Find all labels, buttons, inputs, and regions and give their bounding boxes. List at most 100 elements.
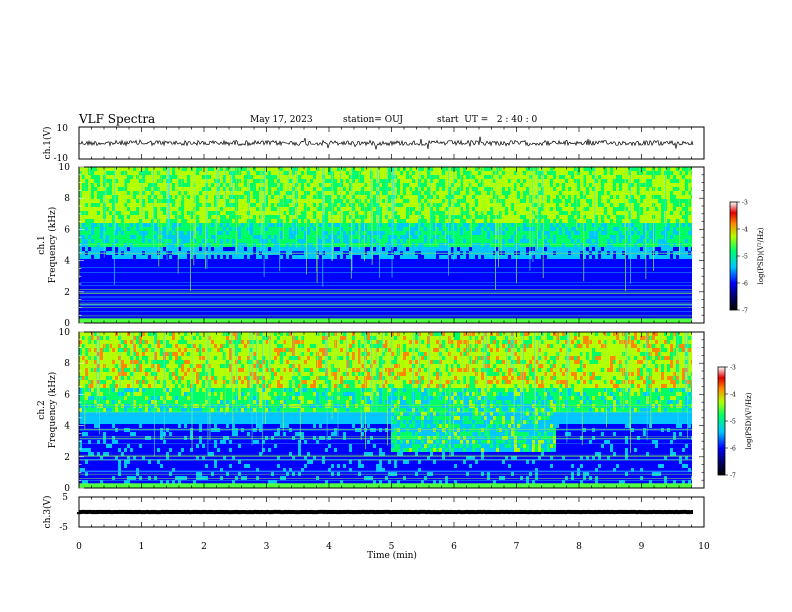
spectrogram-cell <box>196 275 199 279</box>
spectrogram-cell <box>112 187 115 191</box>
spectrogram-cell <box>229 279 232 283</box>
spectrogram-cell <box>142 199 145 203</box>
spectrogram-cell <box>211 307 214 311</box>
spectrogram-cell <box>184 295 187 299</box>
spectrogram-cell <box>166 167 169 171</box>
spectrogram-cell <box>139 167 142 171</box>
spectrogram-cell <box>379 295 382 299</box>
spectrogram-cell <box>169 167 172 171</box>
spectrogram-cell <box>205 195 208 199</box>
spectrogram-cell <box>130 259 133 263</box>
spectrogram-cell <box>196 187 199 191</box>
spectrogram-cell <box>436 215 439 219</box>
spectrogram-cell <box>127 295 130 299</box>
spectrogram-cell <box>106 255 109 259</box>
spectrogram-cell <box>190 183 193 187</box>
spectrogram-cell <box>424 307 427 311</box>
spectrogram-cell <box>388 183 391 187</box>
spectrogram-cell <box>442 295 445 299</box>
spectrogram-cell <box>367 183 370 187</box>
spectrogram-cell <box>307 271 310 275</box>
spectrogram-cell <box>406 283 409 287</box>
spectrogram-cell <box>103 295 106 299</box>
spectrogram-cell <box>223 179 226 183</box>
spectrogram-cell <box>406 259 409 263</box>
spectrogram-cell <box>346 219 349 223</box>
spectrogram-cell <box>283 271 286 275</box>
spectrogram-cell <box>388 307 391 311</box>
spectrogram-cell <box>187 227 190 231</box>
spectrogram-cell <box>142 175 145 179</box>
spectrogram-cell <box>196 167 199 171</box>
spectrogram-cell <box>214 227 217 231</box>
spectrogram-cell <box>388 259 391 263</box>
spectrogram-cell <box>379 235 382 239</box>
spectrogram-cell <box>172 227 175 231</box>
spectrogram-cell <box>295 247 298 251</box>
spectrogram-cell <box>163 303 166 307</box>
spectrogram-cell <box>199 179 202 183</box>
spectrogram-cell <box>382 275 385 279</box>
spectrogram-cell <box>298 183 301 187</box>
spectrogram-cell <box>280 259 283 263</box>
spectrogram-cell <box>430 239 433 243</box>
spectrogram-cell <box>115 183 118 187</box>
spectrogram-cell <box>328 263 331 267</box>
spectrogram-cell <box>406 187 409 191</box>
spectrogram-cell <box>166 247 169 251</box>
spectrogram-cell <box>307 259 310 263</box>
spectrogram-cell <box>343 215 346 219</box>
spectrogram-cell <box>388 195 391 199</box>
spectrogram-cell <box>262 315 265 319</box>
spectrogram-cell <box>364 271 367 275</box>
spectrogram-cell <box>112 275 115 279</box>
spectrogram-cell <box>322 191 325 195</box>
spectrogram-cell <box>115 179 118 183</box>
spectrogram-cell <box>259 263 262 267</box>
spectrogram-cell <box>343 303 346 307</box>
spectrogram-cell <box>448 219 451 223</box>
spectrogram-cell <box>145 303 148 307</box>
spectrogram-cell <box>460 171 463 175</box>
spectrogram-cell <box>244 203 247 207</box>
spectrogram-cell <box>202 207 205 211</box>
spectrogram-cell <box>301 223 304 227</box>
spectrogram-cell <box>187 183 190 187</box>
spectrogram-cell <box>340 195 343 199</box>
spectrogram-cell <box>172 211 175 215</box>
spectrogram-cell <box>382 247 385 251</box>
spectrogram-cell <box>301 191 304 195</box>
spectrogram-cell <box>115 271 118 275</box>
ch1-waveform-panel: 10 -10 ch.1(V) <box>42 124 705 164</box>
spectrogram-cell <box>406 287 409 291</box>
spectrogram-cell <box>100 239 103 243</box>
spectrogram-cell <box>421 215 424 219</box>
spectrogram-cell <box>433 255 436 259</box>
spectrogram-cell <box>130 227 133 231</box>
spectrogram-cell <box>346 227 349 231</box>
spectrogram-cell <box>121 171 124 175</box>
spectrogram-cell <box>139 259 142 263</box>
spectrogram-cell <box>211 167 214 171</box>
spectrogram-cell <box>289 211 292 215</box>
spectrogram-cell <box>298 247 301 251</box>
spectrogram-cell <box>277 283 280 287</box>
spectrogram-cell <box>445 167 448 171</box>
spectrogram-cell <box>325 215 328 219</box>
spectrogram-cell <box>250 303 253 307</box>
spectrogram-cell <box>415 203 418 207</box>
spectrogram-cell <box>274 183 277 187</box>
spectrogram-cell <box>445 255 448 259</box>
spectrogram-cell <box>421 167 424 171</box>
spectrogram-cell <box>241 167 244 171</box>
spectrogram-cell <box>130 295 133 299</box>
spectrogram-cell <box>439 275 442 279</box>
spectrogram-cell <box>337 239 340 243</box>
spectrogram-cell <box>205 179 208 183</box>
spectrogram-cell <box>313 175 316 179</box>
spectrogram-cell <box>109 167 112 171</box>
spectrogram-cell <box>151 255 154 259</box>
spectrogram-cell <box>385 183 388 187</box>
spectrogram-cell <box>298 203 301 207</box>
spectrogram-cell <box>127 203 130 207</box>
